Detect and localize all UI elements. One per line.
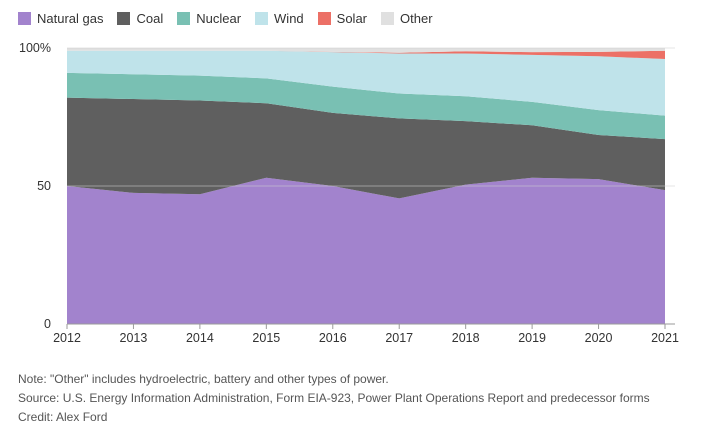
x-tick-label: 2016: [319, 331, 347, 345]
legend-swatch: [381, 12, 395, 25]
legend-swatch: [177, 12, 191, 25]
legend-label: Natural gas: [37, 11, 104, 26]
area-solar: [67, 50, 665, 60]
legend-item-wind: Wind: [255, 11, 304, 26]
legend-swatch: [317, 12, 331, 25]
legend-item-coal: Coal: [117, 11, 163, 26]
source-text: Source: U.S. Energy Information Administ…: [18, 391, 650, 405]
legend-label: Wind: [274, 11, 304, 26]
x-tick-label: 2015: [252, 331, 280, 345]
y-tick-label: 100%: [19, 41, 51, 55]
y-tick-label: 0: [44, 317, 51, 331]
x-tick-label: 2018: [452, 331, 480, 345]
area-natural-gas: [67, 177, 665, 324]
x-tick-label: 2012: [53, 331, 81, 345]
legend-label: Solar: [336, 11, 368, 26]
x-tick-label: 2019: [518, 331, 546, 345]
area-nuclear: [67, 72, 665, 140]
y-tick-label: 50: [37, 179, 51, 193]
x-tick-label: 2020: [585, 331, 613, 345]
credit-text: Credit: Alex Ford: [18, 410, 108, 424]
x-tick-label: 2014: [186, 331, 214, 345]
legend-label: Other: [400, 11, 433, 26]
legend-swatch: [255, 12, 269, 25]
legend: Natural gas Coal Nuclear Wind Solar Other: [18, 11, 447, 26]
x-tick-label: 2017: [385, 331, 413, 345]
legend-item-nuclear: Nuclear: [177, 11, 241, 26]
legend-label: Nuclear: [196, 11, 242, 26]
legend-item-natural-gas: Natural gas: [18, 11, 103, 26]
legend-swatch: [117, 12, 131, 25]
legend-item-other: Other: [381, 11, 433, 26]
note-text: Note: "Other" includes hydroelectric, ba…: [18, 372, 389, 386]
stacked-area-chart: 0 50 100% 2012 2013 2014 2015 2016 2017 2018 2019 2…: [19, 41, 679, 345]
legend-swatch: [18, 12, 31, 25]
area-wind: [67, 50, 665, 116]
legend-label: Coal: [136, 11, 164, 26]
legend-item-solar: Solar: [317, 11, 368, 26]
x-tick-label: 2013: [120, 331, 148, 345]
area-other: [67, 48, 665, 53]
area-coal: [67, 97, 665, 199]
x-tick-label: 2021: [651, 331, 679, 345]
chart-notes: Note: "Other" includes hydroelectric, ba…: [18, 370, 650, 427]
